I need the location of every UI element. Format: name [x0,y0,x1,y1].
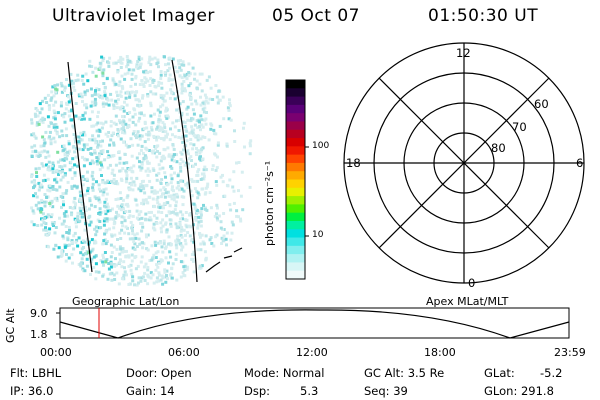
colorbar-band [286,179,305,189]
alt-ytick-label-top: 9.0 [30,307,48,320]
colorbar-unit-label: photon cm⁻²s⁻¹ [263,160,276,246]
altitude-axis-label: GC Alt [4,308,17,343]
mlt-label-6: 6 [576,156,584,170]
info-filter: Flt: LBHL [10,366,62,380]
header-time: 01:50:30 UT [428,6,539,26]
info-gain: Gain: 14 [126,384,175,398]
colorbar-band [286,254,305,264]
coastline-fragment [205,247,243,273]
colorbar-tick-label-100: 100 [312,141,330,151]
header-title: Ultraviolet Imager [52,6,215,26]
geographic-caption: Geographic Lat/Lon [72,295,180,308]
polar-diagonal-2 [378,77,550,249]
info-mode: Mode: Normal [244,366,325,380]
alt-xtick-label-2359: 23:59 [554,346,586,359]
colorbar-band [286,229,305,239]
mlt-label-0: 0 [468,276,476,290]
alt-xtick-label-0600: 06:00 [168,346,200,359]
info-seq: Seq: 39 [364,384,408,398]
geographic-image [30,55,253,287]
info-dsp-label: Dsp: [244,384,271,398]
alt-xtick-label-0000: 00:00 [40,346,72,359]
colorbar-band [286,121,305,131]
longitude-line-left [67,61,93,273]
longitude-line-right [171,59,198,283]
colorbar-band [286,212,305,222]
colorbar-band [286,270,305,280]
apex-caption: Apex MLat/MLT [426,295,509,308]
header-date: 05 Oct 07 [272,6,360,26]
colorbar-band [286,146,305,156]
colorbar-band [286,237,305,247]
colorbar-band [286,113,305,123]
colorbar-tick-label-10: 10 [312,230,324,240]
colorbar-band [286,171,305,181]
mlt-label-12: 12 [456,46,471,60]
altitude-curve [59,309,570,339]
info-door: Door: Open [126,366,192,380]
mlt-label-18: 18 [346,156,361,170]
colorbar-band [286,245,305,255]
colorbar-band [286,187,305,197]
colorbar-band [286,129,305,139]
alt-ytick-label-bottom: 1.8 [30,328,48,341]
info-glat-label: GLat: [484,366,515,380]
mlat-label-80: 80 [491,141,506,155]
alt-xtick-label-1800: 18:00 [424,346,456,359]
colorbar-band [286,154,305,164]
colorbar-band [286,204,305,214]
alt-xtick-label-1200: 12:00 [296,346,328,359]
mlat-label-60: 60 [534,97,549,111]
colorbar [286,80,305,280]
info-glat-value: -5.2 [540,366,563,380]
info-gc-alt: GC Alt: 3.5 Re [364,366,445,380]
colorbar-band [286,138,305,147]
info-glon: GLon: 291.8 [484,384,554,398]
colorbar-band [286,220,305,230]
polar-grid [343,42,585,284]
colorbar-band [286,196,305,205]
mlat-label-70: 70 [512,120,527,134]
colorbar-band [286,88,305,98]
info-ip: IP: 36.0 [10,384,54,398]
colorbar-band [286,104,305,114]
altitude-strip-frame [59,307,570,339]
colorbar-frame [285,79,306,280]
colorbar-band [286,80,305,89]
colorbar-band [286,96,305,106]
colorbar-band [286,262,305,272]
colorbar-band [286,162,305,172]
info-dsp-value: 5.3 [300,384,319,398]
